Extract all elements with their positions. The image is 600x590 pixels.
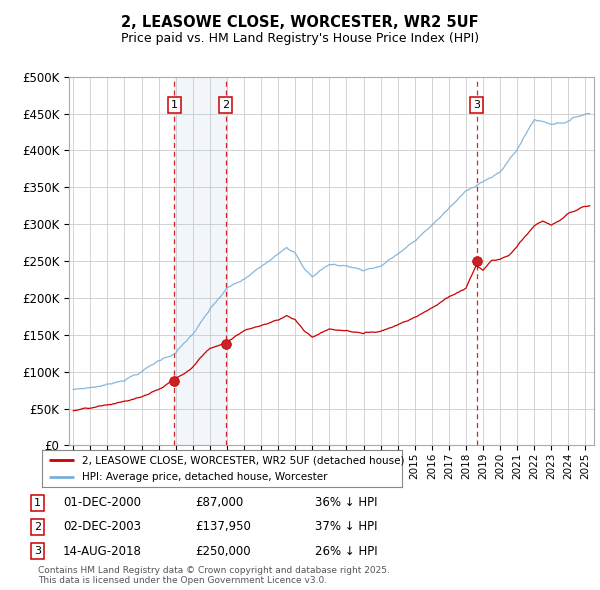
Text: 2, LEASOWE CLOSE, WORCESTER, WR2 5UF: 2, LEASOWE CLOSE, WORCESTER, WR2 5UF [121, 15, 479, 30]
Text: 37% ↓ HPI: 37% ↓ HPI [315, 520, 377, 533]
Text: 1: 1 [34, 498, 41, 507]
Text: Contains HM Land Registry data © Crown copyright and database right 2025.
This d: Contains HM Land Registry data © Crown c… [38, 566, 389, 585]
Text: 02-DEC-2003: 02-DEC-2003 [63, 520, 141, 533]
Text: £250,000: £250,000 [195, 545, 251, 558]
Text: 26% ↓ HPI: 26% ↓ HPI [315, 545, 377, 558]
Text: £87,000: £87,000 [195, 496, 243, 509]
Text: 3: 3 [34, 546, 41, 556]
Bar [174, 77, 226, 445]
Text: 3: 3 [473, 100, 480, 110]
Text: 2, LEASOWE CLOSE, WORCESTER, WR2 5UF (detached house): 2, LEASOWE CLOSE, WORCESTER, WR2 5UF (de… [82, 455, 404, 465]
Text: 2: 2 [222, 100, 229, 110]
Text: 1: 1 [171, 100, 178, 110]
Text: 36% ↓ HPI: 36% ↓ HPI [315, 496, 377, 509]
Text: 2: 2 [34, 522, 41, 532]
Text: Price paid vs. HM Land Registry's House Price Index (HPI): Price paid vs. HM Land Registry's House … [121, 32, 479, 45]
Text: HPI: Average price, detached house, Worcester: HPI: Average price, detached house, Worc… [82, 472, 327, 482]
Text: £137,950: £137,950 [195, 520, 251, 533]
Text: 01-DEC-2000: 01-DEC-2000 [63, 496, 141, 509]
Text: 14-AUG-2018: 14-AUG-2018 [63, 545, 142, 558]
